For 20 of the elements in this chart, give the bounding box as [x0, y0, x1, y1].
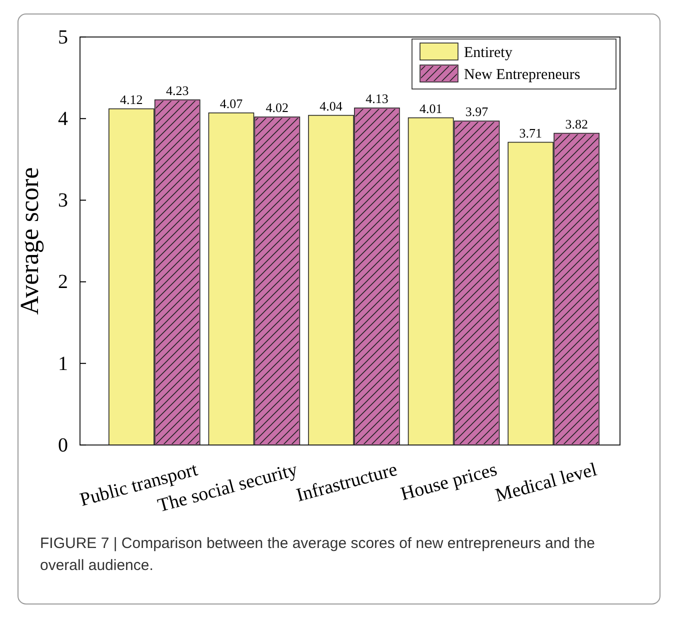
caption: FIGURE 7 | Comparison between the average scores of new entrepreneurs and the overall audience.	[40, 535, 596, 574]
y-tick-label: 4	[58, 108, 68, 130]
data-label: 3.97	[465, 104, 489, 120]
data-label: 3.82	[565, 116, 588, 132]
legend-label: New Entrepreneurs	[464, 67, 580, 83]
data-label: 4.13	[366, 90, 388, 106]
y-tick-label: 0	[58, 434, 68, 456]
y-tick-label: 5	[58, 26, 68, 48]
y-tick-label: 1	[58, 352, 68, 375]
data-label: 4.12	[120, 92, 143, 107]
data-label: 4.01	[419, 100, 442, 116]
y-tick-label: 3	[58, 190, 68, 212]
data-label: 3.71	[519, 125, 542, 140]
data-label: 4.07	[220, 96, 244, 111]
y-axis-title: Average score	[15, 167, 44, 315]
y-tick-label: 2	[58, 271, 68, 294]
data-label: 4.04	[320, 98, 343, 114]
data-label: 4.23	[166, 82, 189, 98]
data-label: 4.02	[266, 100, 289, 115]
legend-label: Entirety	[464, 45, 513, 61]
